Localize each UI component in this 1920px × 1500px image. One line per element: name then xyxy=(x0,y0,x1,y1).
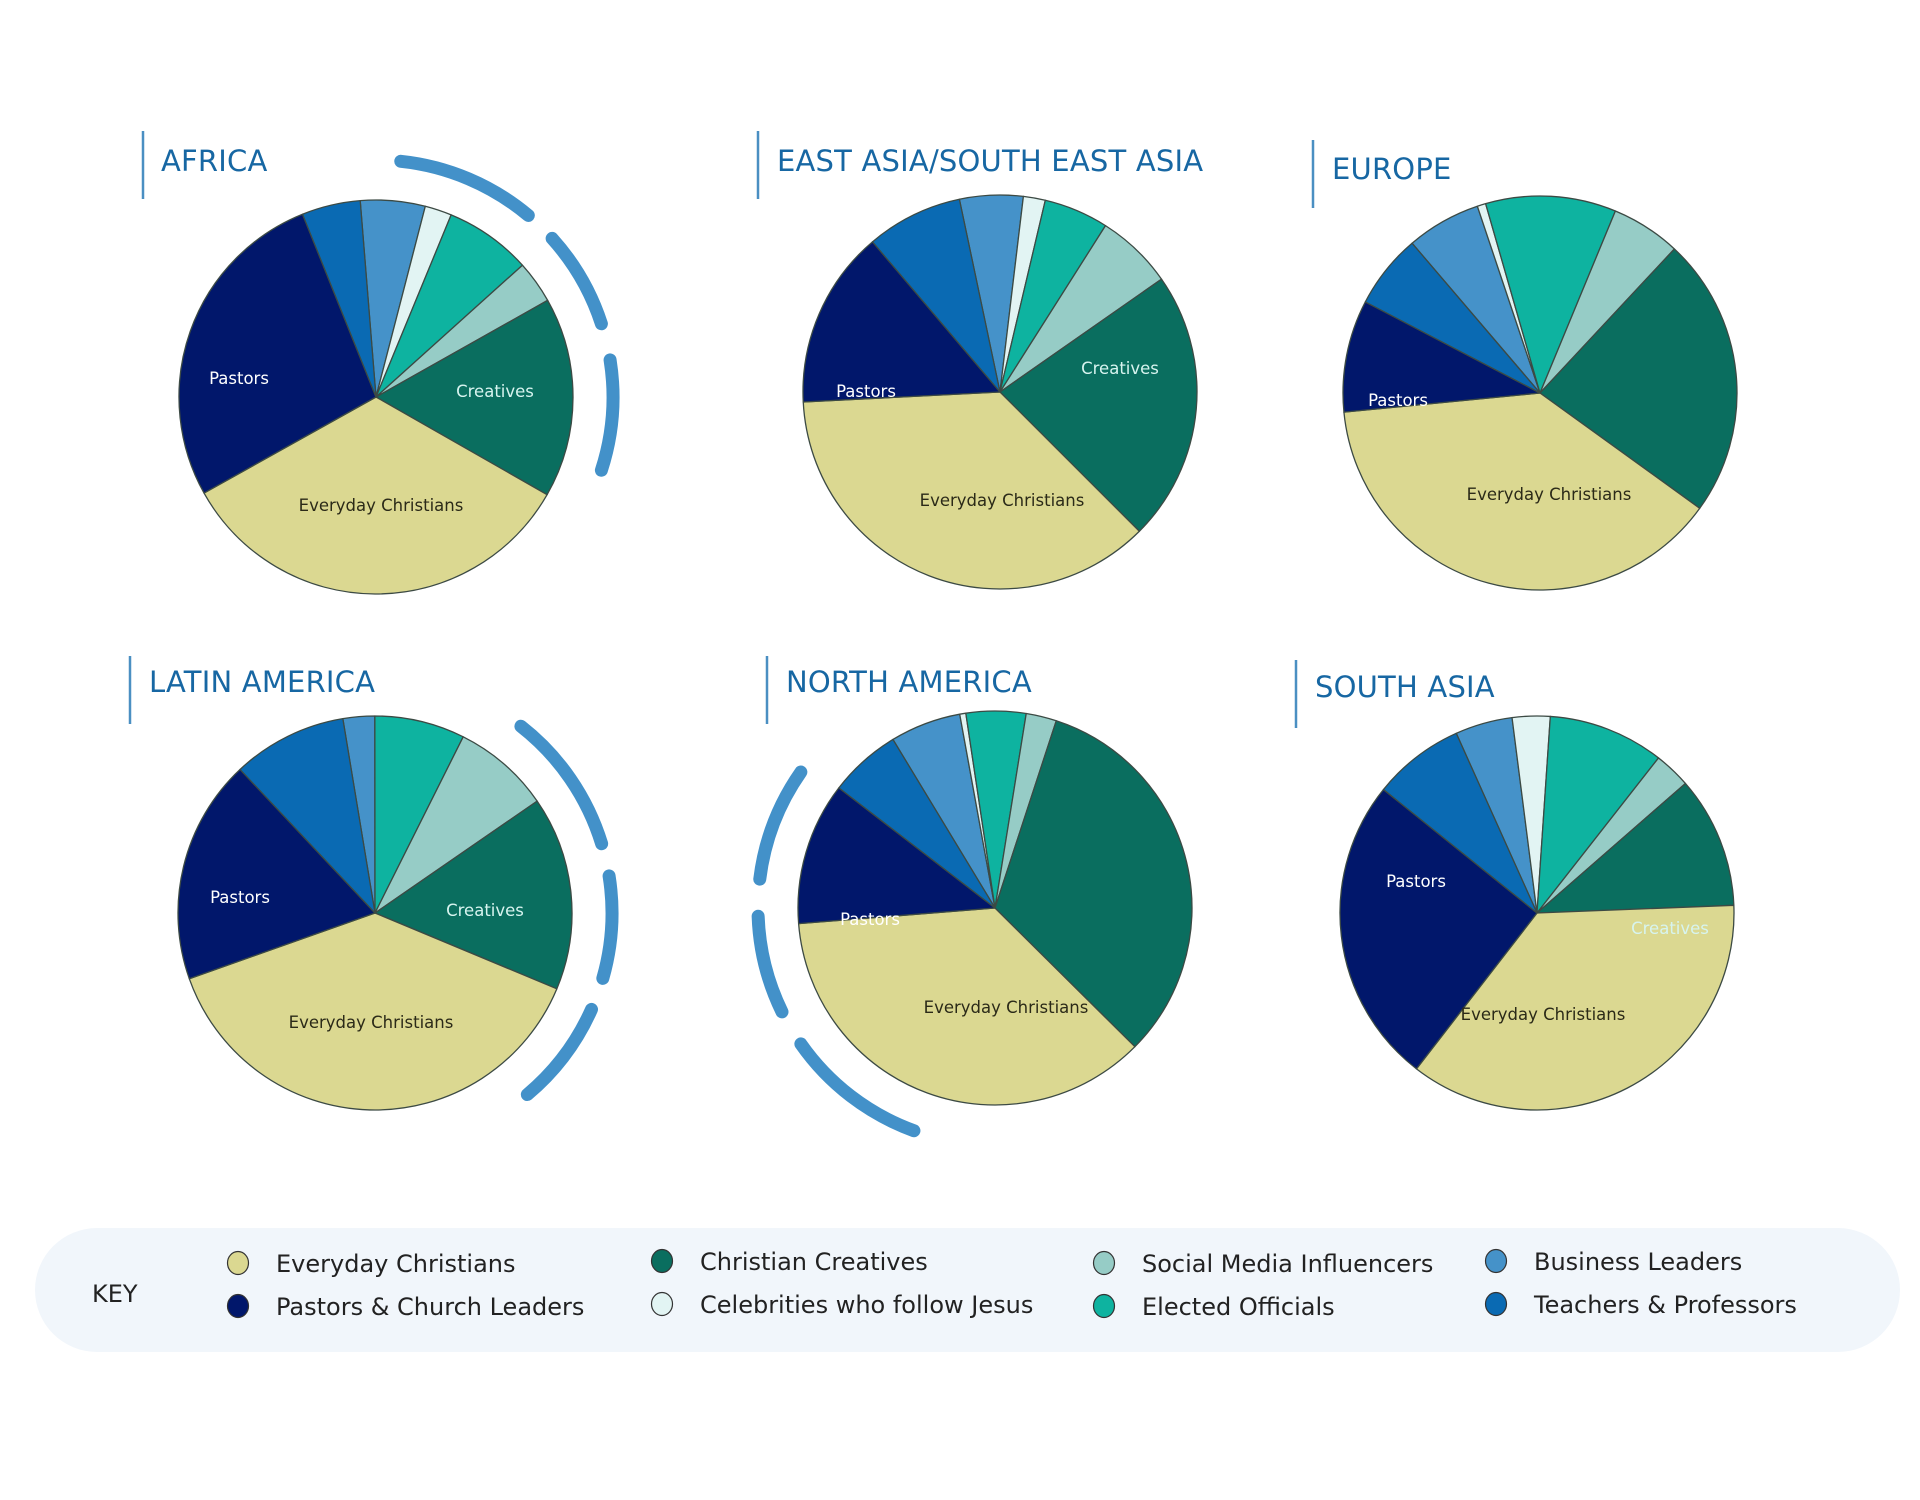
charts-layer: AFRICA Pastors Creatives Everyday Christian… xyxy=(128,131,1738,1138)
legend-label: Everyday Christians xyxy=(276,1250,515,1278)
slice-everyday xyxy=(802,391,1140,590)
region-title: EUROPE xyxy=(1332,152,1452,186)
region-title: LATIN AMERICA xyxy=(149,665,375,699)
slice-elected xyxy=(1484,195,1617,394)
slice-creatives xyxy=(999,278,1198,532)
slice-pastors xyxy=(1339,788,1538,1070)
legend-label: Elected Officials xyxy=(1142,1293,1335,1321)
slice-teachers xyxy=(1364,242,1541,394)
pie-chart-latin-america: LATIN AMERICA Pastors Creatives Everyday Ch… xyxy=(128,656,619,1111)
slice-label-everyday: Everyday Christians xyxy=(299,496,464,515)
highlight-arc-segment xyxy=(520,1002,599,1102)
slice-label-pastors: Pastors xyxy=(209,369,269,388)
legend-item-everyday: Everyday Christians xyxy=(226,1250,515,1278)
legend-items: Everyday Christians Pastors & Church Lead… xyxy=(226,1248,1797,1321)
slice-teachers xyxy=(301,199,377,398)
legend-title: KEY xyxy=(92,1280,138,1308)
slice-everyday xyxy=(1415,904,1735,1111)
slice-teachers xyxy=(1382,732,1538,914)
slice-teachers xyxy=(838,738,996,909)
legend-key: KEY Everyday Christians Pastors & Church … xyxy=(35,1228,1900,1352)
region-title: AFRICA xyxy=(161,144,268,178)
slice-everyday xyxy=(203,396,548,595)
slice-creatives xyxy=(994,720,1193,1048)
legend-item-creatives: Christian Creatives xyxy=(650,1248,928,1276)
legend-label: Celebrities who follow Jesus xyxy=(700,1291,1033,1319)
slice-teachers xyxy=(239,718,376,914)
region-title: NORTH AMERICA xyxy=(786,665,1032,699)
legend-label: Christian Creatives xyxy=(700,1248,928,1276)
pie-chart-east-asia-south-east-asia: EAST ASIA/SOUTH EAST ASIA Pastors Creative… xyxy=(756,131,1203,590)
slice-pastors xyxy=(178,213,377,494)
legend-swatch-business xyxy=(1484,1248,1508,1274)
legend-label: Pastors & Church Leaders xyxy=(276,1293,584,1321)
legend-item-pastors: Pastors & Church Leaders xyxy=(226,1293,584,1321)
highlight-arc-segment xyxy=(394,154,535,222)
slice-label-everyday: Everyday Christians xyxy=(1467,485,1632,504)
slice-label-everyday: Everyday Christians xyxy=(924,998,1089,1017)
pie-chart-europe: EUROPE Pastors Everyday Christians xyxy=(1311,140,1738,591)
legend-label: Business Leaders xyxy=(1534,1248,1742,1276)
pie-chart-south-asia: SOUTH ASIA Pastors Creatives Everyday Chris… xyxy=(1294,660,1735,1111)
legend-item-teachers: Teachers & Professors xyxy=(1484,1291,1797,1319)
legend-swatch-social xyxy=(1092,1250,1116,1276)
slice-creatives xyxy=(1539,248,1738,509)
slice-teachers xyxy=(871,198,1001,393)
slice-social xyxy=(374,736,538,914)
legend-swatch-pastors xyxy=(226,1293,250,1319)
slice-label-pastors: Pastors xyxy=(836,382,896,401)
highlight-arc-segment xyxy=(545,231,608,331)
slice-creatives xyxy=(375,299,574,496)
slice-label-pastors: Pastors xyxy=(210,888,270,907)
legend-item-business: Business Leaders xyxy=(1484,1248,1742,1276)
slice-label-creatives: Creatives xyxy=(1081,359,1159,378)
slice-label-creatives: Creatives xyxy=(446,901,524,920)
pie-chart-africa: AFRICA Pastors Creatives Everyday Christian… xyxy=(141,131,620,595)
slice-label-everyday: Everyday Christians xyxy=(920,491,1085,510)
legend-swatch-teachers xyxy=(1484,1291,1508,1317)
slice-label-everyday: Everyday Christians xyxy=(1461,1005,1626,1024)
highlight-arc-segment xyxy=(594,353,620,477)
highlight-arc-segment xyxy=(753,765,808,886)
highlight-arc-segment xyxy=(751,909,789,1019)
slice-pastors xyxy=(177,768,376,980)
slice-label-pastors: Pastors xyxy=(840,910,900,929)
slice-label-creatives: Creatives xyxy=(456,382,534,401)
legend-swatch-everyday xyxy=(226,1250,250,1276)
slice-pastors xyxy=(797,787,996,925)
slice-creatives xyxy=(374,800,573,990)
slice-label-pastors: Pastors xyxy=(1386,872,1446,891)
legend-swatch-celebrities xyxy=(650,1291,674,1317)
legend-swatch-elected xyxy=(1092,1293,1116,1319)
legend-item-social: Social Media Influencers xyxy=(1092,1250,1433,1278)
slice-label-creatives: Creatives xyxy=(1631,919,1709,938)
pie-chart-north-america: NORTH AMERICA Pastors Everyday Christians xyxy=(751,656,1193,1138)
highlight-arc-segment xyxy=(596,869,619,985)
slice-everyday xyxy=(188,912,558,1111)
legend-item-elected: Elected Officials xyxy=(1092,1293,1335,1321)
slice-pastors xyxy=(1342,301,1541,413)
highlight-arc-segment xyxy=(514,719,609,851)
slice-creatives xyxy=(1536,782,1735,914)
slice-label-everyday: Everyday Christians xyxy=(289,1013,454,1032)
slice-everyday xyxy=(1343,392,1701,591)
slice-everyday xyxy=(797,907,1136,1106)
highlight-arc-segment xyxy=(794,1037,921,1138)
region-title: EAST ASIA/SOUTH EAST ASIA xyxy=(777,144,1203,178)
legend-panel xyxy=(35,1228,1900,1352)
slice-label-pastors: Pastors xyxy=(1368,391,1428,410)
legend-swatch-creatives xyxy=(650,1248,674,1274)
region-title: SOUTH ASIA xyxy=(1315,670,1495,704)
legend-label: Social Media Influencers xyxy=(1142,1250,1433,1278)
legend-label: Teachers & Professors xyxy=(1533,1291,1797,1319)
slice-pastors xyxy=(802,241,1001,403)
legend-item-celebrities: Celebrities who follow Jesus xyxy=(650,1291,1033,1319)
slice-elected xyxy=(1536,715,1660,914)
